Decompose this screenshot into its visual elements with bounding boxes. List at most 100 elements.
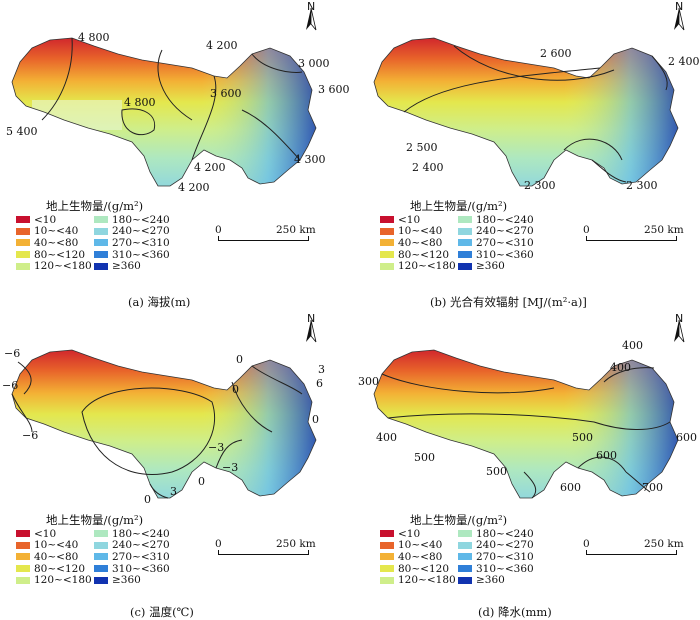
contour-label: −6 bbox=[22, 429, 39, 442]
north-arrow-icon: N bbox=[300, 0, 322, 32]
legend-column-right: 180~<240 240~<270 270~<310 310~<360 ≥360 bbox=[458, 528, 534, 586]
legend-title: 地上生物量/(g/m²) bbox=[410, 513, 508, 527]
contour-label: 400 bbox=[610, 361, 631, 374]
legend-item: 310~<360 bbox=[458, 563, 534, 575]
contour-label: 2 300 bbox=[524, 179, 556, 192]
contour-label: 3 000 bbox=[298, 57, 330, 70]
legend-title: 地上生物量/(g/m²) bbox=[46, 199, 144, 213]
panel-caption: (d) 降水(mm) bbox=[478, 605, 552, 619]
legend-item: 240~<270 bbox=[94, 539, 170, 551]
legend-item: ≥360 bbox=[94, 260, 170, 272]
contour-label: 2 500 bbox=[406, 141, 438, 154]
legend-item: ≥360 bbox=[458, 260, 534, 272]
legend-title: 地上生物量/(g/m²) bbox=[46, 513, 144, 527]
contour-label: 3 bbox=[170, 485, 177, 498]
legend-item: 120~<180 bbox=[380, 260, 456, 272]
legend-item: <10 bbox=[380, 214, 456, 226]
contour-label: 4 800 bbox=[78, 31, 110, 44]
contour-label: 300 bbox=[358, 375, 379, 388]
legend-item: 310~<360 bbox=[94, 249, 170, 261]
legend-item: 310~<360 bbox=[458, 249, 534, 261]
contour-label: 700 bbox=[642, 481, 663, 494]
north-label: N bbox=[675, 0, 684, 13]
contour-label: 0 bbox=[312, 413, 319, 426]
contour-label: 500 bbox=[486, 465, 507, 478]
contour-label: 3 bbox=[318, 363, 325, 376]
panel-caption: (b) 光合有效辐射 [MJ/(m²·a)] bbox=[430, 295, 587, 309]
contour-label: −3 bbox=[208, 441, 225, 454]
north-arrow-icon: N bbox=[300, 312, 322, 344]
legend-item: 270~<310 bbox=[94, 237, 170, 249]
contour-label: 2 400 bbox=[412, 161, 444, 174]
panel-d: 400 400 300 400 500 500 600 500 600 600 … bbox=[350, 310, 700, 619]
contour-label: −3 bbox=[222, 461, 239, 474]
legend-item: 40~<80 bbox=[16, 551, 92, 563]
north-label: N bbox=[307, 0, 316, 13]
contour-label: −6 bbox=[2, 379, 19, 392]
map-c bbox=[11, 349, 317, 499]
contour-label: 400 bbox=[376, 431, 397, 444]
legend-item: 10~<40 bbox=[16, 225, 92, 237]
legend-item: 40~<80 bbox=[380, 237, 456, 249]
legend-column-right: 180~<240 240~<270 270~<310 310~<360 ≥360 bbox=[458, 214, 534, 272]
legend-item: 80~<120 bbox=[380, 249, 456, 261]
legend-item: 310~<360 bbox=[94, 563, 170, 575]
scale-bar: 0 250 km bbox=[583, 538, 686, 562]
contour-label: 4 200 bbox=[194, 161, 226, 174]
legend-item: <10 bbox=[380, 528, 456, 540]
legend-item: ≥360 bbox=[94, 574, 170, 586]
legend-item: 40~<80 bbox=[380, 551, 456, 563]
legend-item: <10 bbox=[16, 528, 92, 540]
contour-label: −6 bbox=[4, 347, 21, 360]
contour-label: 500 bbox=[572, 431, 593, 444]
north-label: N bbox=[307, 312, 316, 325]
north-label: N bbox=[675, 312, 684, 325]
panel-a: 4 800 4 200 3 000 3 600 3 600 4 800 5 40… bbox=[0, 0, 350, 309]
contour-label: 500 bbox=[414, 451, 435, 464]
legend-item: 240~<270 bbox=[458, 539, 534, 551]
scale-bar: 0 250 km bbox=[215, 538, 318, 562]
contour-label: 2 400 bbox=[668, 55, 700, 68]
contour-label: 600 bbox=[560, 481, 581, 494]
panel-b: 2 600 2 400 2 500 2 400 2 300 2 300 N 地上… bbox=[350, 0, 700, 309]
contour-label: 400 bbox=[622, 339, 643, 352]
contour-label: 2 300 bbox=[626, 179, 658, 192]
legend-item: 10~<40 bbox=[380, 539, 456, 551]
legend-item: 180~<240 bbox=[94, 528, 170, 540]
contour-label: 2 600 bbox=[540, 47, 572, 60]
legend-item: 120~<180 bbox=[16, 260, 92, 272]
legend-item: 240~<270 bbox=[458, 225, 534, 237]
contour-label: 0 bbox=[198, 475, 205, 488]
legend-item: 180~<240 bbox=[458, 214, 534, 226]
legend-item: 180~<240 bbox=[94, 214, 170, 226]
contour-label: 4 300 bbox=[294, 153, 326, 166]
legend-item: 80~<120 bbox=[380, 563, 456, 575]
legend-item: 270~<310 bbox=[458, 551, 534, 563]
legend-item: 270~<310 bbox=[458, 237, 534, 249]
contour-label: 3 600 bbox=[318, 83, 350, 96]
scale-bar: 0 250 km bbox=[583, 224, 686, 248]
legend-item: 120~<180 bbox=[16, 574, 92, 586]
panel-c: −6 −6 −6 0 3 6 0 0 −3 −3 0 3 0 N 地上生物量/(… bbox=[0, 310, 350, 619]
contour-label: 4 800 bbox=[124, 96, 156, 109]
legend-column-left: <10 10~<40 40~<80 80~<120 120~<180 bbox=[16, 214, 92, 272]
legend-item: 180~<240 bbox=[458, 528, 534, 540]
legend-column-right: 180~<240 240~<270 270~<310 310~<360 ≥360 bbox=[94, 528, 170, 586]
contour-label: 4 200 bbox=[178, 181, 210, 194]
north-arrow-icon: N bbox=[668, 0, 690, 32]
legend-column-right: 180~<240 240~<270 270~<310 310~<360 ≥360 bbox=[94, 214, 170, 272]
legend-column-left: <10 10~<40 40~<80 80~<120 120~<180 bbox=[380, 214, 456, 272]
legend-title: 地上生物量/(g/m²) bbox=[410, 199, 508, 213]
contour-label: 600 bbox=[676, 431, 697, 444]
legend-item: ≥360 bbox=[458, 574, 534, 586]
contour-label: 0 bbox=[236, 353, 243, 366]
panel-caption: (a) 海拔(m) bbox=[128, 295, 191, 309]
north-arrow-icon: N bbox=[668, 312, 690, 344]
legend-item: 120~<180 bbox=[380, 574, 456, 586]
contour-label: 5 400 bbox=[6, 125, 38, 138]
contour-label: 600 bbox=[596, 449, 617, 462]
legend-item: 270~<310 bbox=[94, 551, 170, 563]
legend-item: 80~<120 bbox=[16, 249, 92, 261]
legend-item: 240~<270 bbox=[94, 225, 170, 237]
legend-item: <10 bbox=[16, 214, 92, 226]
